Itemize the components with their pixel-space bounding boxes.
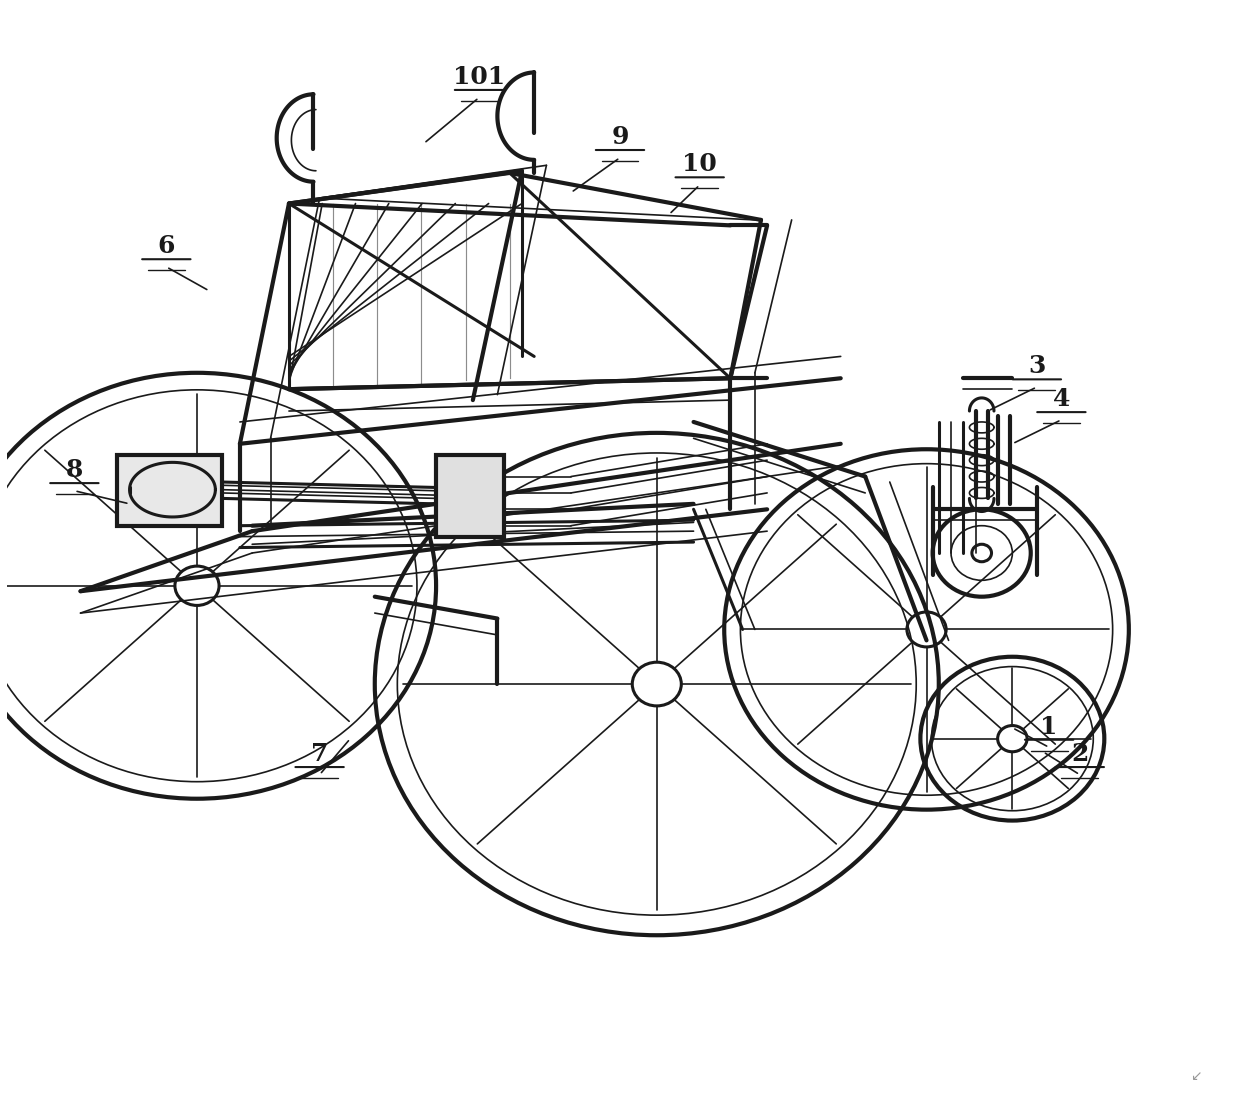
Text: 101: 101 xyxy=(453,65,505,88)
Text: 1: 1 xyxy=(1040,714,1058,739)
Bar xyxy=(436,455,503,536)
Text: 3: 3 xyxy=(1028,354,1045,378)
Text: 8: 8 xyxy=(66,458,83,482)
Text: 2: 2 xyxy=(1071,742,1089,766)
Text: 10: 10 xyxy=(682,153,717,176)
Text: 4: 4 xyxy=(1053,387,1070,411)
Text: 7: 7 xyxy=(311,742,329,766)
Text: 9: 9 xyxy=(611,125,629,149)
Text: ↙: ↙ xyxy=(1190,1068,1202,1083)
Bar xyxy=(118,455,222,525)
Text: 6: 6 xyxy=(157,234,175,258)
